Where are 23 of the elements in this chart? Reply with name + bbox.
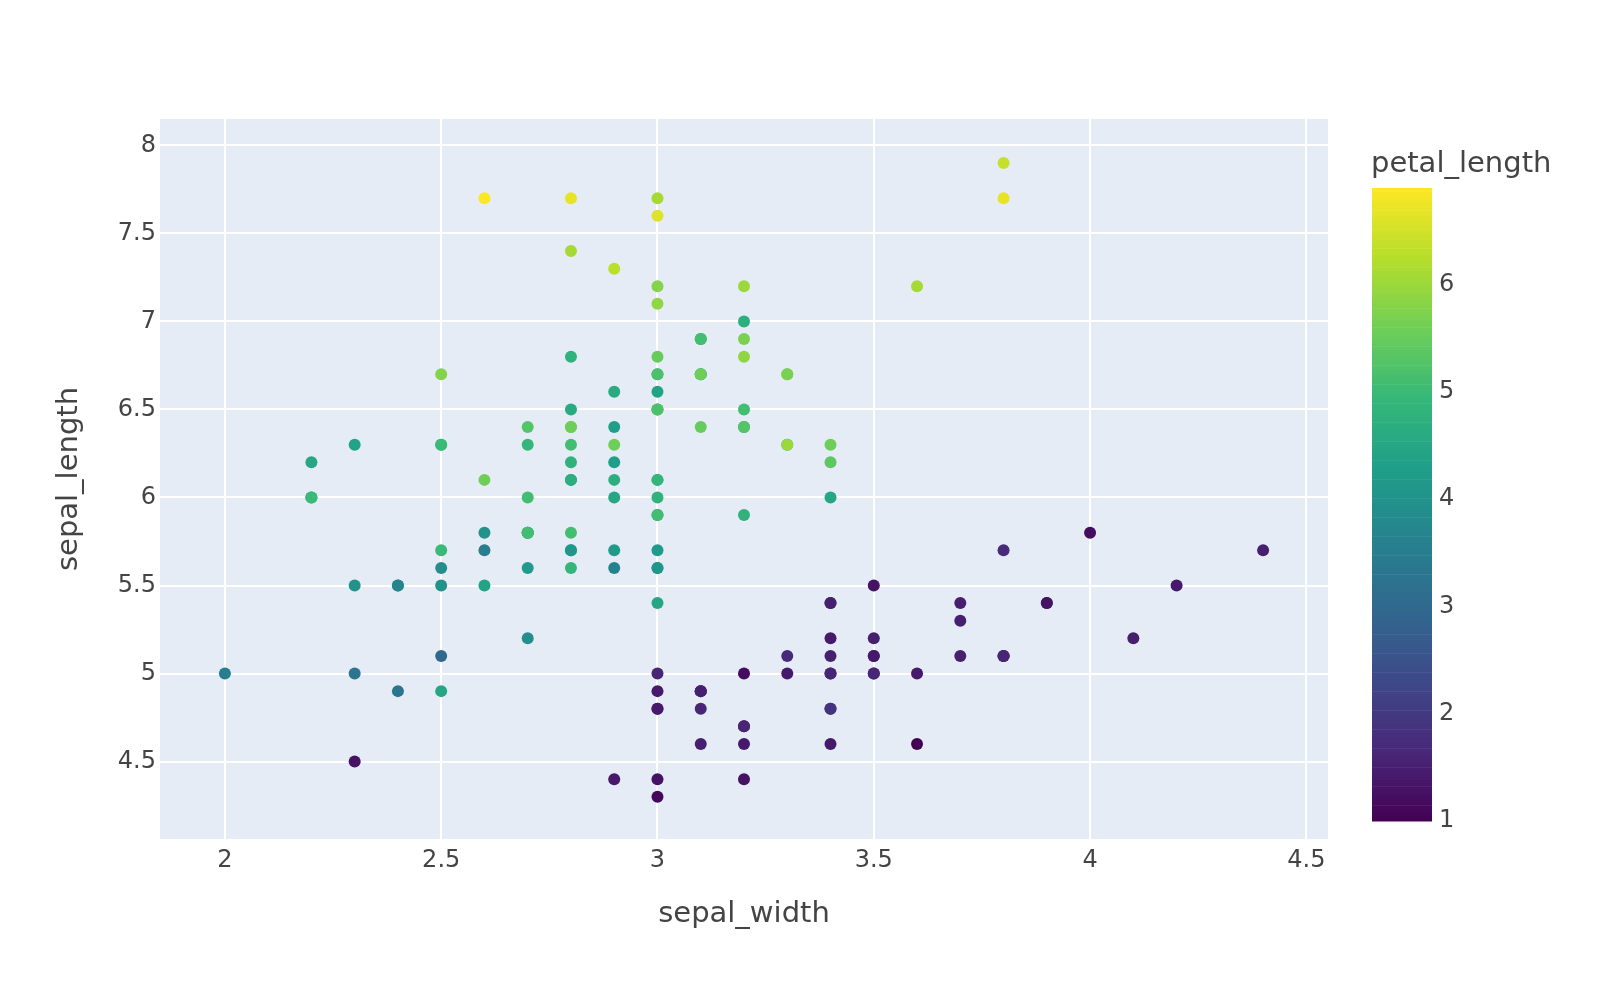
color-bar-label: 3 xyxy=(1439,590,1455,619)
y-tick-label: 6.5 xyxy=(117,393,156,422)
y-tick-label: 7 xyxy=(140,305,156,334)
x-tick-label: 4.5 xyxy=(1287,844,1326,873)
x-tick-label: 3.5 xyxy=(854,844,893,873)
x-tick-label: 3 xyxy=(649,844,666,873)
y-tick-label: 4.5 xyxy=(117,745,156,774)
y-tick-label: 8 xyxy=(140,129,156,158)
color-bar-label: 6 xyxy=(1439,268,1455,297)
y-tick-label: 6 xyxy=(140,481,156,510)
y-tick-label: 5.5 xyxy=(117,569,156,598)
color-bar-label: 2 xyxy=(1439,697,1455,726)
x-tick-label: 2 xyxy=(217,844,233,873)
color-bar-label: 4 xyxy=(1439,483,1455,512)
x-tick-label: 4 xyxy=(1082,844,1098,873)
color-bar-label: 5 xyxy=(1439,376,1455,405)
color-bar-title: petal_length xyxy=(1371,145,1552,179)
color-bar-label: 1 xyxy=(1439,805,1455,834)
x-tick-label: 2.5 xyxy=(422,844,461,873)
y-axis-title: sepal_length xyxy=(49,386,84,572)
y-tick-label: 7.5 xyxy=(117,217,156,246)
y-tick-label: 5 xyxy=(140,657,156,686)
x-axis-title: sepal_width xyxy=(658,895,830,930)
